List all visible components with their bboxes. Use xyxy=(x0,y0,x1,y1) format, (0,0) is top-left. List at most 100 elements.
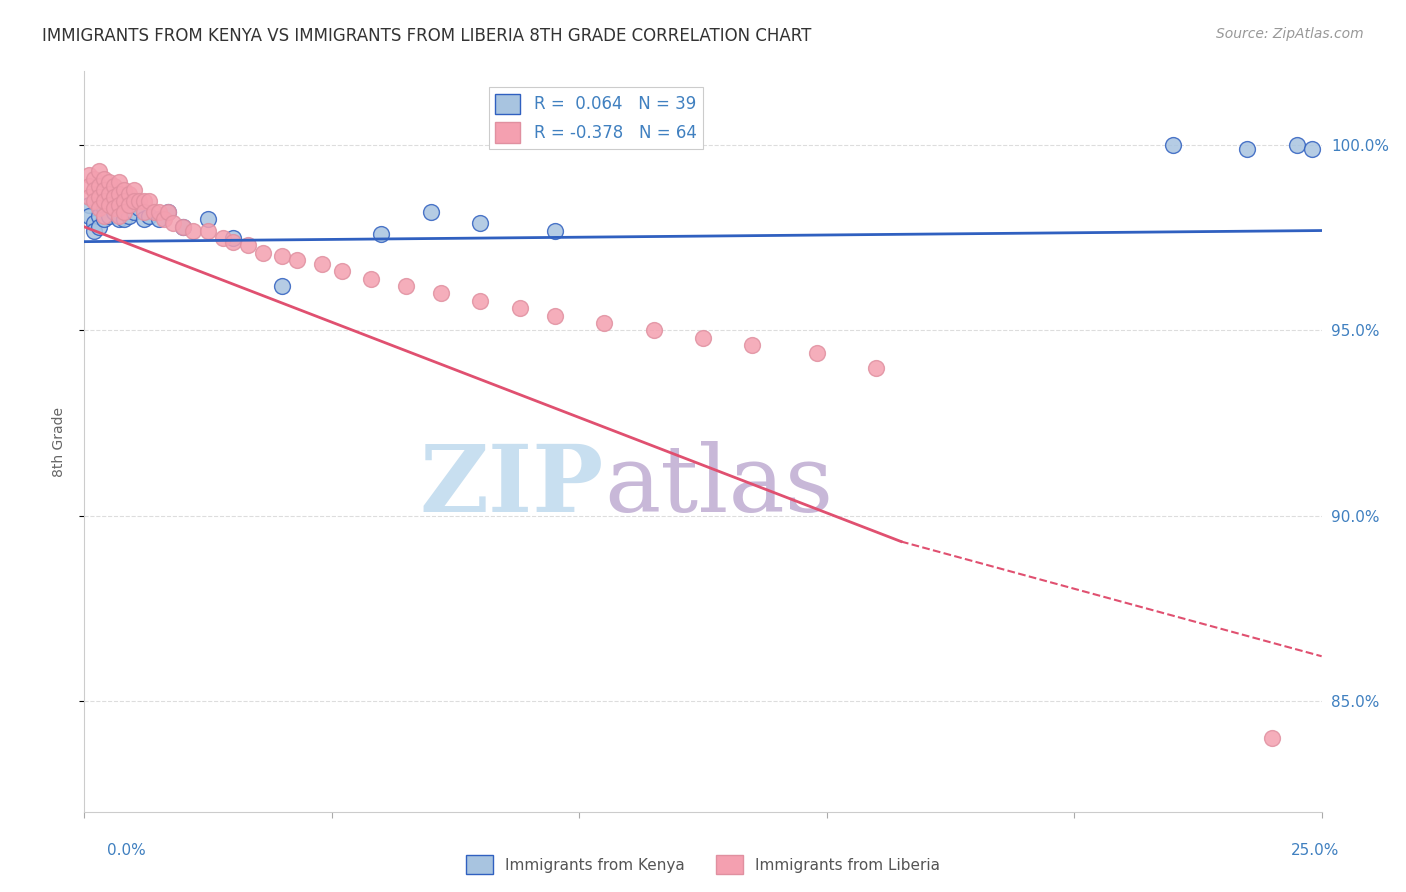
Point xyxy=(98,175,121,189)
Point xyxy=(236,238,259,252)
Point xyxy=(370,227,392,242)
Point xyxy=(1161,138,1184,153)
Point xyxy=(108,212,131,227)
Point xyxy=(222,235,245,249)
Point xyxy=(108,205,131,219)
Point xyxy=(79,179,101,194)
Point xyxy=(138,209,160,223)
Point xyxy=(138,194,160,208)
Point xyxy=(93,183,115,197)
Point xyxy=(83,194,105,208)
Point xyxy=(643,323,665,337)
Point xyxy=(108,209,131,223)
Text: Source: ZipAtlas.com: Source: ZipAtlas.com xyxy=(1216,27,1364,41)
Point xyxy=(122,183,145,197)
Point xyxy=(1301,142,1323,156)
Point xyxy=(142,205,165,219)
Point xyxy=(98,186,121,201)
Point xyxy=(593,316,616,330)
Point xyxy=(806,345,828,359)
Point xyxy=(132,194,155,208)
Text: 25.0%: 25.0% xyxy=(1291,843,1339,858)
Point xyxy=(112,212,135,227)
Point xyxy=(98,197,121,211)
Text: 0.0%: 0.0% xyxy=(107,843,146,858)
Point xyxy=(330,264,353,278)
Point xyxy=(1261,731,1284,745)
Point xyxy=(311,257,333,271)
Point xyxy=(1285,138,1308,153)
Point xyxy=(157,205,180,219)
Point xyxy=(118,209,141,223)
Point xyxy=(89,190,111,204)
Point xyxy=(122,194,145,208)
Point xyxy=(1236,142,1258,156)
Text: atlas: atlas xyxy=(605,441,834,531)
Point xyxy=(470,293,492,308)
Point xyxy=(252,245,274,260)
Point xyxy=(212,231,235,245)
Point xyxy=(172,219,194,234)
Point xyxy=(148,212,170,227)
Legend: R =  0.064   N = 39, R = -0.378   N = 64: R = 0.064 N = 39, R = -0.378 N = 64 xyxy=(489,87,703,150)
Point xyxy=(103,205,125,219)
Point xyxy=(122,205,145,219)
Point xyxy=(148,205,170,219)
Point xyxy=(197,212,219,227)
Point xyxy=(865,360,887,375)
Point xyxy=(543,223,565,237)
Point xyxy=(360,271,382,285)
Point xyxy=(89,219,111,234)
Point xyxy=(509,301,531,316)
Point xyxy=(93,194,115,208)
Point xyxy=(419,205,441,219)
Point xyxy=(470,216,492,230)
Point xyxy=(89,179,111,194)
Point xyxy=(157,205,180,219)
Point xyxy=(93,171,115,186)
Point xyxy=(128,202,150,216)
Text: ZIP: ZIP xyxy=(420,441,605,531)
Point xyxy=(79,197,101,211)
Point xyxy=(98,197,121,211)
Legend: Immigrants from Kenya, Immigrants from Liberia: Immigrants from Kenya, Immigrants from L… xyxy=(460,849,946,880)
Point xyxy=(429,286,451,301)
Point xyxy=(271,279,294,293)
Point xyxy=(118,186,141,201)
Point xyxy=(79,168,101,182)
Point xyxy=(89,209,111,223)
Point xyxy=(118,197,141,211)
Point xyxy=(112,205,135,219)
Point xyxy=(79,209,101,223)
Point xyxy=(103,202,125,216)
Point xyxy=(112,183,135,197)
Point xyxy=(543,309,565,323)
Y-axis label: 8th Grade: 8th Grade xyxy=(52,407,66,476)
Point xyxy=(103,190,125,204)
Point xyxy=(108,186,131,201)
Point xyxy=(98,209,121,223)
Point xyxy=(741,338,763,352)
Point xyxy=(89,197,111,211)
Point xyxy=(108,175,131,189)
Point xyxy=(83,223,105,237)
Point xyxy=(93,202,115,216)
Point xyxy=(222,231,245,245)
Point xyxy=(103,179,125,194)
Point xyxy=(112,202,135,216)
Point xyxy=(162,216,184,230)
Point xyxy=(152,212,174,227)
Point xyxy=(395,279,418,293)
Point xyxy=(128,194,150,208)
Point xyxy=(271,249,294,263)
Point xyxy=(83,183,105,197)
Point xyxy=(181,223,204,237)
Text: IMMIGRANTS FROM KENYA VS IMMIGRANTS FROM LIBERIA 8TH GRADE CORRELATION CHART: IMMIGRANTS FROM KENYA VS IMMIGRANTS FROM… xyxy=(42,27,811,45)
Point xyxy=(93,212,115,227)
Point xyxy=(118,197,141,211)
Point xyxy=(172,219,194,234)
Point xyxy=(692,331,714,345)
Point xyxy=(108,197,131,211)
Point xyxy=(89,202,111,216)
Point xyxy=(98,190,121,204)
